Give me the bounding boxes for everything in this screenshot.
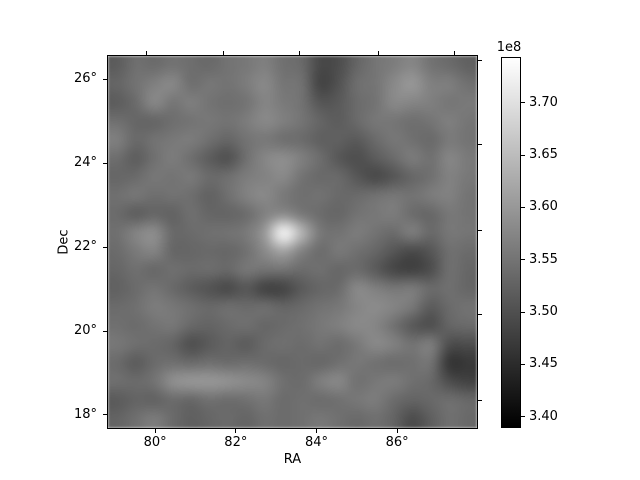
x-tick [154, 428, 156, 433]
y-tick-label: 18° [73, 406, 97, 422]
right-tick [477, 314, 482, 316]
colorbar-tick [521, 154, 525, 156]
top-tick [145, 51, 147, 56]
y-tick-label: 26° [73, 71, 97, 87]
colorbar [501, 57, 521, 428]
colorbar-tick [521, 259, 525, 261]
y-tick [103, 162, 108, 164]
y-tick [103, 414, 108, 416]
colorbar-tick [521, 102, 525, 104]
y-tick [103, 78, 108, 80]
top-tick [299, 51, 301, 56]
colorbar-tick-label: 3.60 [529, 199, 558, 215]
right-tick [477, 399, 482, 401]
colorbar-tick-label: 3.70 [529, 94, 558, 110]
x-tick [396, 428, 398, 433]
colorbar-tick-label: 3.65 [529, 147, 558, 163]
colorbar-tick [521, 311, 525, 313]
x-tick [315, 428, 317, 433]
colorbar-tick-label: 3.50 [529, 304, 558, 319]
x-tick-label: 82° [224, 435, 248, 450]
x-tick-label: 84° [304, 435, 328, 450]
y-tick-label: 22° [73, 239, 97, 255]
right-tick [477, 144, 482, 146]
y-tick-label: 24° [73, 155, 97, 171]
y-tick [103, 246, 108, 248]
heatmap-image [108, 56, 477, 428]
top-tick [377, 51, 379, 56]
x-tick [235, 428, 237, 433]
colorbar-offset-label: 1e8 [496, 40, 522, 55]
x-tick-label: 80° [143, 435, 167, 450]
colorbar-tick-label: 3.55 [529, 251, 558, 267]
colorbar-tick [521, 416, 525, 418]
colorbar-tick-label: 3.40 [529, 408, 558, 424]
top-tick [454, 51, 456, 56]
x-tick-label: 86° [385, 435, 409, 450]
y-tick-label: 20° [73, 323, 97, 338]
y-tick [103, 330, 108, 332]
right-tick [477, 229, 482, 231]
right-tick [477, 59, 482, 61]
colorbar-tick [521, 206, 525, 208]
x-axis-label: RA [283, 452, 302, 467]
colorbar-tick [521, 363, 525, 365]
colorbar-tick-label: 3.45 [529, 356, 558, 372]
top-tick [222, 51, 224, 56]
